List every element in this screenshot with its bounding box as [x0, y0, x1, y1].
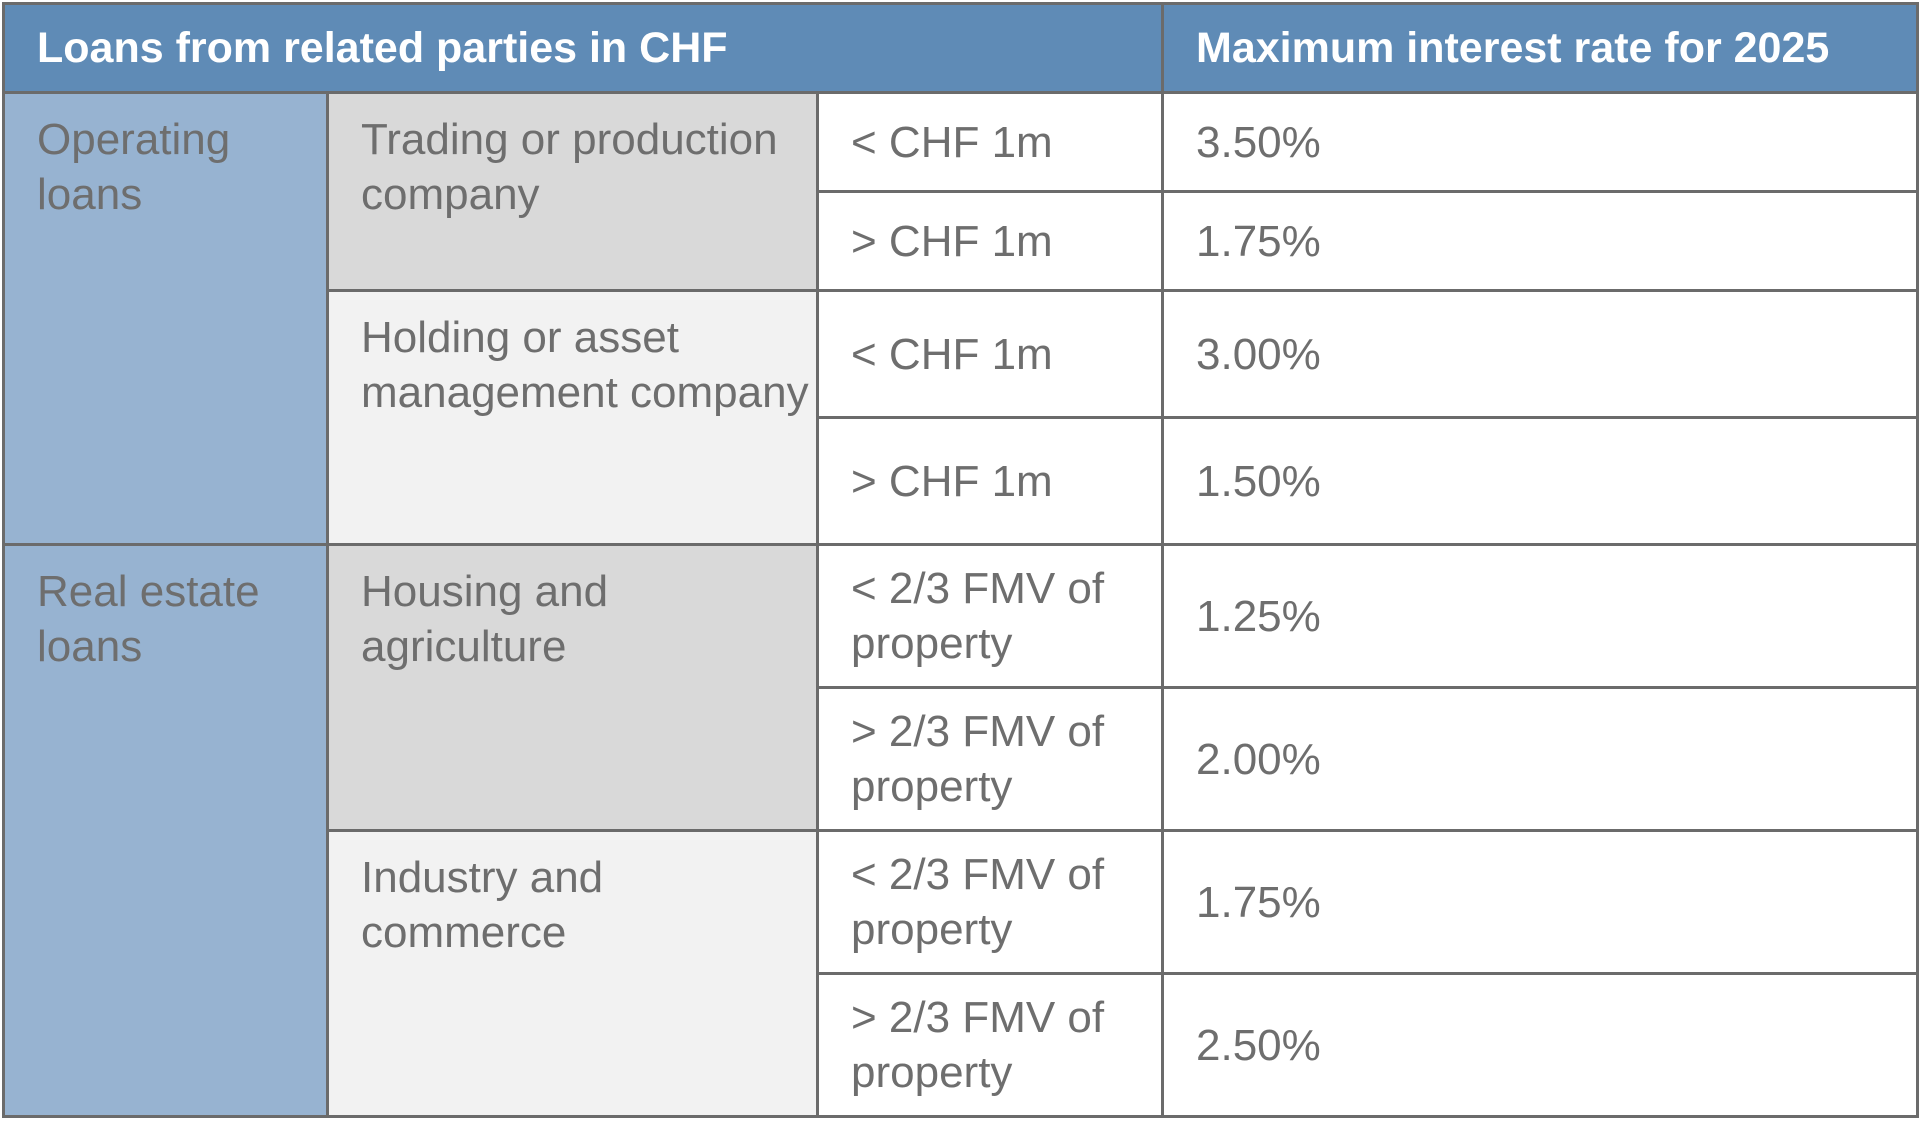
table-row: Operating loans Trading or production co…: [2, 91, 1919, 546]
table-row: > 2/3 FMV of property 2.50%: [4, 972, 1919, 1118]
rate-cell: 1.25%: [1161, 543, 1919, 689]
subgroup-trading-production: Trading or production company: [326, 91, 819, 292]
condition-cell: < 2/3 FMV of property: [816, 543, 1164, 689]
table-header-row: Loans from related parties in CHF Maximu…: [2, 2, 1919, 94]
header-loans-title: Loans from related parties in CHF: [2, 2, 1164, 94]
condition-cell: > CHF 1m: [816, 190, 1164, 292]
condition-cell: > 2/3 FMV of property: [816, 686, 1164, 832]
condition-cell: < CHF 1m: [816, 289, 1164, 419]
rate-cell: 1.75%: [1161, 190, 1919, 292]
category-real-estate-loans: Real estate loans: [2, 543, 329, 1118]
condition-cell: < 2/3 FMV of property: [816, 829, 1164, 975]
table-row: Real estate loans Housing and agricultur…: [2, 543, 1919, 1118]
rate-cell: 3.50%: [1161, 91, 1919, 193]
rate-cell: 2.00%: [1161, 686, 1919, 832]
subgroup-housing-agriculture: Housing and agriculture: [326, 543, 819, 832]
subgroup-holding-asset-management: Holding or asset management company: [326, 289, 819, 546]
rate-cell: 1.50%: [1161, 416, 1919, 546]
table-row: Holding or asset management company < CH…: [4, 289, 1919, 546]
condition-cell: > CHF 1m: [816, 416, 1164, 546]
rate-cell: 2.50%: [1161, 972, 1919, 1118]
header-rate-column: Maximum interest rate for 2025: [1161, 2, 1919, 94]
condition-cell: > 2/3 FMV of property: [816, 972, 1164, 1118]
condition-cell: < CHF 1m: [816, 91, 1164, 193]
table-row: > CHF 1m 1.50%: [4, 416, 1919, 546]
rate-cell: 3.00%: [1161, 289, 1919, 419]
table-row: Industry and commerce < 2/3 FMV of prope…: [4, 829, 1919, 1118]
subgroup-industry-commerce: Industry and commerce: [326, 829, 819, 1118]
table-row: > CHF 1m 1.75%: [4, 190, 1919, 292]
table-row: > 2/3 FMV of property 2.00%: [4, 686, 1919, 832]
rate-cell: 1.75%: [1161, 829, 1919, 975]
category-operating-loans: Operating loans: [2, 91, 329, 546]
